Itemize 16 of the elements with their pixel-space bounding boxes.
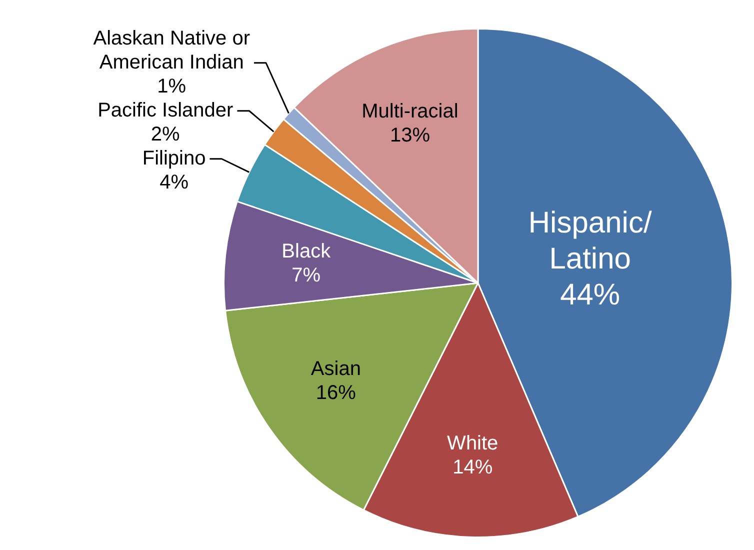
- data-label: 2%: [150, 123, 180, 146]
- data-label: 1%: [157, 75, 186, 98]
- slice-label: Filipino: [142, 147, 206, 170]
- data-label: 14%: [452, 456, 493, 478]
- slice-label: White: [447, 432, 498, 454]
- data-label: 7%: [292, 264, 321, 287]
- slice-label: Pacific Islander: [98, 99, 234, 122]
- data-label: 13%: [390, 124, 430, 147]
- slice-label: Alaskan Native or American Indian: [93, 27, 250, 74]
- slice-label: Hispanic/ Latino: [528, 206, 652, 276]
- slice-label: Multi-racial: [362, 100, 458, 123]
- slice-label: Black: [282, 240, 332, 263]
- data-label: 16%: [316, 382, 356, 404]
- data-label: 4%: [160, 171, 189, 194]
- slice-label: Asian: [310, 358, 361, 380]
- data-label: 44%: [560, 278, 620, 312]
